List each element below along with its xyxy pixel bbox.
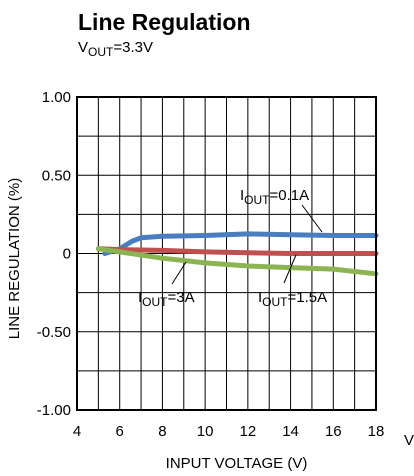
annotation-leader [283, 254, 297, 284]
x-tick-label: 8 [158, 423, 166, 440]
chart-subtitle: VOUT=3.3V [78, 39, 153, 59]
x-tick-label: 12 [240, 423, 257, 440]
x-tick-label: 4 [73, 423, 81, 440]
series-line-2 [95, 246, 379, 277]
series-label: IOUT=3A [138, 289, 195, 309]
y-tick-label: 1.00 [42, 89, 71, 106]
y-tick-labels: 1.00 0.50 0 -0.50 -1.00 [37, 89, 71, 419]
series-group [95, 231, 379, 277]
plot-frame [76, 96, 377, 411]
x-axis-label: INPUT VOLTAGE (V) [166, 455, 308, 472]
y-tick-label: 0.50 [42, 167, 71, 184]
annotation-leader [171, 261, 187, 285]
x-tick-label: 6 [116, 423, 124, 440]
series-line-0 [102, 231, 379, 256]
series-label: IOUT=0.1A [240, 187, 309, 207]
series-annotations: IOUT=0.1A IOUT=1.5A IOUT=3A [138, 187, 327, 309]
series-label: IOUT=1.5A [258, 289, 327, 309]
x-tick-label: 14 [282, 423, 299, 440]
chart-title: Line Regulation [78, 9, 251, 35]
y-tick-label: -1.00 [37, 402, 71, 419]
y-axis-label: LINE REGULATION (%) [6, 178, 23, 339]
y-tick-label: -0.50 [37, 324, 71, 341]
x-tick-label: 10 [197, 423, 214, 440]
x-tick-labels: 4 6 8 10 12 14 16 18 [73, 423, 385, 440]
partial-edge-label: V [404, 432, 414, 449]
annotation-leader [301, 204, 323, 233]
series-line-1 [95, 246, 379, 256]
x-tick-label: 18 [368, 423, 385, 440]
y-tick-label: 0 [63, 246, 71, 263]
x-tick-label: 16 [325, 423, 342, 440]
